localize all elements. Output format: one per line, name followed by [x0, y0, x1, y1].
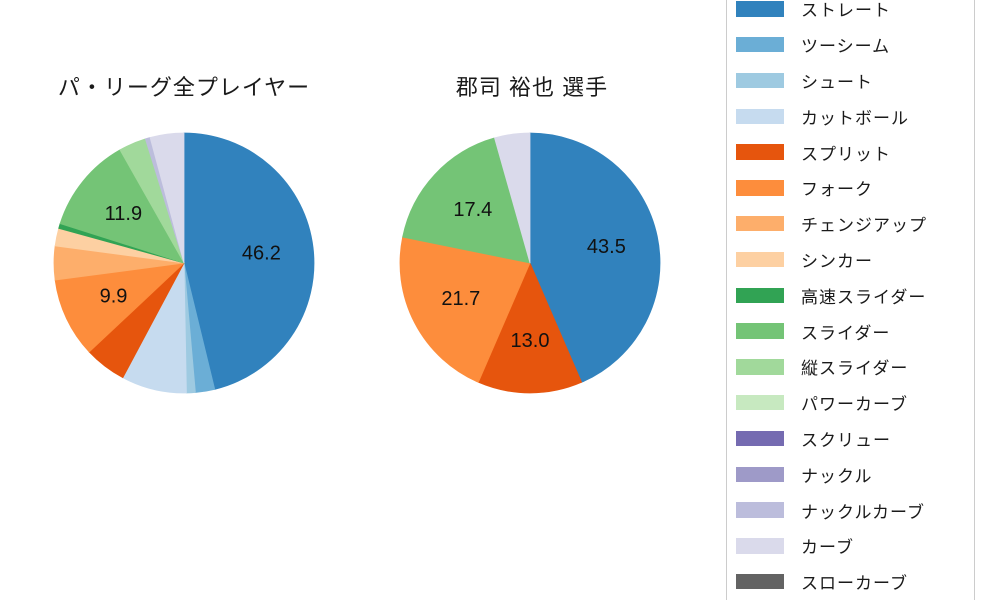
slice-percentage-label: 21.7 — [441, 288, 480, 310]
legend-item: パワーカーブ — [727, 385, 974, 421]
legend-item: シンカー — [727, 242, 974, 278]
legend-swatch — [736, 538, 784, 554]
legend-label: 高速スライダー — [801, 287, 927, 307]
legend-label: ツーシーム — [801, 37, 891, 57]
legend-item: カットボール — [727, 98, 974, 134]
legend-swatch — [736, 502, 784, 518]
legend-swatch — [736, 251, 784, 268]
legend-item: ストレート — [727, 0, 974, 27]
legend-label: スローカーブ — [801, 574, 908, 594]
slice-percentage-label: 13.0 — [511, 330, 550, 352]
slice-percentage-label: 17.4 — [453, 199, 492, 221]
legend-label: スプリット — [801, 144, 891, 164]
legend-label: シンカー — [801, 251, 873, 271]
legend-swatch — [736, 215, 784, 232]
legend-label: シュート — [801, 72, 873, 92]
legend-item: ナックル — [727, 456, 974, 492]
legend-item: シュート — [727, 63, 974, 99]
legend-item: スライダー — [727, 313, 974, 349]
pie-title-left: パ・リーグ全プレイヤー — [57, 75, 311, 100]
legend-label: スクリュー — [801, 430, 891, 450]
slice-percentage-label: 11.9 — [105, 203, 142, 225]
pie-slice — [399, 236, 531, 383]
legend-swatch — [736, 573, 784, 590]
legend-label: パワーカーブ — [801, 395, 908, 415]
pie-slice — [149, 132, 185, 264]
legend-swatch — [736, 108, 784, 125]
pie-slice — [183, 132, 315, 390]
pie-slice — [494, 132, 531, 264]
pie-slice — [59, 149, 185, 264]
legend-label: ナックル — [801, 466, 873, 486]
legend-swatch — [736, 430, 784, 447]
legend-swatch — [736, 394, 784, 411]
pie-slice — [54, 262, 186, 353]
legend-item: スクリュー — [727, 421, 974, 457]
pie-title-right: 郡司 裕也 選手 — [455, 75, 609, 100]
legend-label: カーブ — [801, 538, 854, 558]
legend-label: 縦スライダー — [801, 359, 909, 379]
legend-item: フォーク — [727, 170, 974, 206]
pie-slice — [477, 261, 583, 394]
pie-slice — [529, 132, 661, 383]
pie-slice — [402, 137, 531, 264]
legend-label: ストレート — [801, 1, 891, 21]
legend-label: チェンジアップ — [801, 216, 927, 236]
legend-label: フォーク — [801, 180, 873, 200]
legend-swatch — [736, 323, 784, 339]
slice-percentage-label: 9.9 — [100, 285, 128, 307]
slice-percentage-label: 46.2 — [242, 243, 281, 265]
legend-swatch — [736, 180, 784, 196]
legend-item: スローカーブ — [727, 564, 974, 600]
legend-swatch — [736, 36, 784, 53]
legend-swatch — [736, 72, 784, 89]
legend-swatch — [736, 287, 784, 304]
legend-swatch — [736, 466, 784, 482]
legend-swatch — [736, 144, 784, 160]
legend-label: カットボール — [801, 108, 909, 128]
legend: ストレートツーシームシュートカットボール スプリットフォークチェンジアップ シンカー… — [726, 0, 975, 600]
legend-item: ナックルカーブ — [727, 492, 974, 528]
slice-percentage-label: 43.5 — [587, 236, 626, 258]
legend-item: 縦スライダー — [727, 349, 974, 385]
legend-label: スライダー — [801, 323, 891, 343]
legend-label: ナックルカーブ — [801, 502, 925, 522]
legend-swatch — [736, 1, 784, 17]
legend-item: スプリット — [727, 134, 974, 170]
legend-item: ツーシーム — [727, 27, 974, 63]
legend-item: チェンジアップ — [727, 206, 974, 242]
legend-swatch — [736, 359, 784, 375]
legend-item: カーブ — [727, 528, 974, 564]
legend-item: 高速スライダー — [727, 277, 974, 313]
